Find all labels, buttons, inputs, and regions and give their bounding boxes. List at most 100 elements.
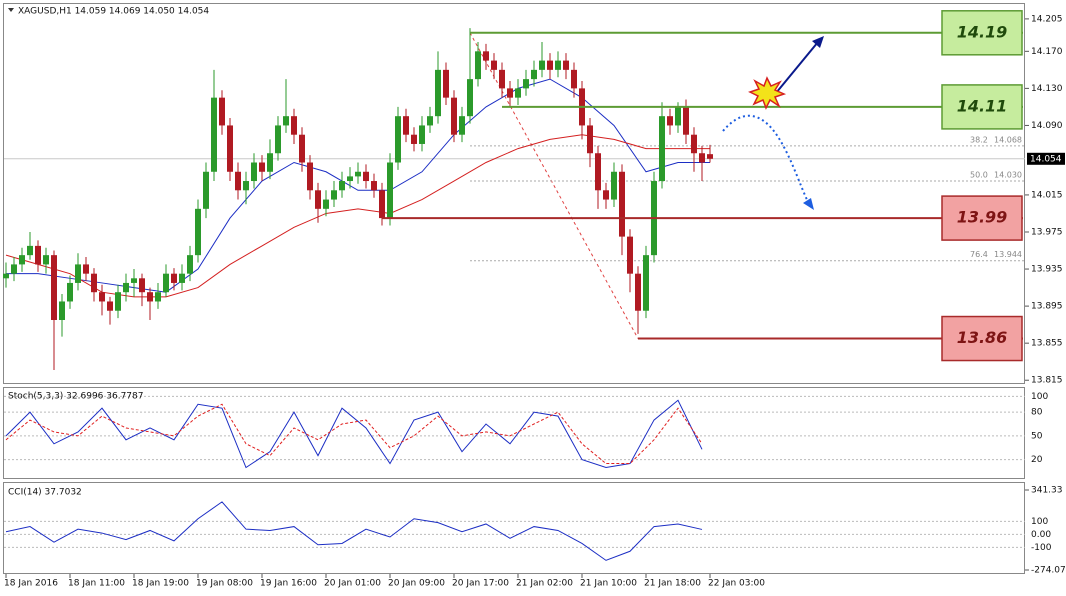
candle-body <box>211 97 217 172</box>
x-tick-label: 18 Jan 11:00 <box>68 579 125 589</box>
menu-triangle <box>8 8 14 12</box>
candle-body <box>443 69 449 98</box>
candle-body <box>203 171 209 209</box>
candle-body <box>491 60 497 70</box>
candle-body <box>379 190 385 219</box>
candle-body <box>35 245 41 265</box>
candle-body <box>3 273 9 279</box>
candle-body <box>19 255 25 265</box>
candle-body <box>163 273 169 293</box>
candle-body <box>627 236 633 274</box>
cci-title: CCI(14) 37.7032 <box>8 488 82 498</box>
down-arrow-head <box>803 198 814 210</box>
candle-body <box>131 278 137 283</box>
candle-body <box>659 116 665 182</box>
candle-body <box>323 199 329 209</box>
candle-body <box>227 125 233 172</box>
y-tick-label: 13.815 <box>1031 376 1063 386</box>
candle-body <box>51 255 57 320</box>
fib-trendline <box>469 32 639 339</box>
candle-body <box>195 208 201 256</box>
candle-body <box>315 190 321 209</box>
candle-body <box>283 116 289 126</box>
candle-body <box>643 255 649 311</box>
candle-body <box>675 106 681 126</box>
candle-body <box>483 51 489 61</box>
x-tick-label: 19 Jan 08:00 <box>196 579 253 589</box>
candle-body <box>27 245 33 256</box>
fib-price: 14.030 <box>994 171 1022 180</box>
candle-body <box>235 171 241 191</box>
x-tick-label: 22 Jan 03:00 <box>708 579 765 589</box>
candle-body <box>403 116 409 135</box>
x-tick-label: 20 Jan 09:00 <box>388 579 445 589</box>
y-tick-label: 80 <box>1031 408 1043 418</box>
candle-body <box>667 116 673 126</box>
fib-ratio: 50.0 <box>970 171 988 180</box>
candle-body <box>179 273 185 283</box>
candle-body <box>587 125 593 154</box>
candle-body <box>451 97 457 135</box>
candle-body <box>243 181 249 191</box>
y-tick-label: -100 <box>1031 543 1052 553</box>
level-box <box>941 195 1023 241</box>
candle-body <box>419 125 425 144</box>
indicator-line <box>5 403 703 465</box>
explosion-icon <box>748 76 787 110</box>
level-box <box>941 10 1023 56</box>
candle-body <box>155 292 161 302</box>
up-arrow-head <box>812 36 824 48</box>
candle-body <box>67 282 73 302</box>
candle-body <box>427 116 433 126</box>
candle-body <box>475 51 481 80</box>
indicator-line <box>5 399 703 469</box>
x-tick-label: 19 Jan 16:00 <box>260 579 317 589</box>
y-tick-label: 100 <box>1031 517 1048 527</box>
candle-body <box>467 79 473 117</box>
current-price-label: 14.054 <box>1030 154 1062 164</box>
x-tick-label: 20 Jan 01:00 <box>324 579 381 589</box>
y-tick-label: -274.071 <box>1031 566 1066 576</box>
y-tick-label: 14.170 <box>1031 47 1063 57</box>
candle-body <box>115 292 121 311</box>
candle-body <box>291 116 297 135</box>
y-tick-label: 13.855 <box>1031 339 1063 349</box>
candle-body <box>251 162 257 182</box>
candle-body <box>411 134 417 144</box>
candle-body <box>219 97 225 126</box>
candle-body <box>91 273 97 293</box>
candle-body <box>171 273 177 283</box>
candle-body <box>395 116 401 163</box>
candle-body <box>147 292 153 302</box>
candle-body <box>43 255 49 265</box>
cci-panel <box>3 482 1025 574</box>
fib-price: 14.068 <box>994 135 1022 144</box>
y-tick-label: 341.33 <box>1031 486 1063 496</box>
candle-body <box>683 106 689 135</box>
y-tick-label: 14.015 <box>1031 190 1063 200</box>
candle-body <box>11 264 17 274</box>
y-tick-label: 50 <box>1031 431 1043 441</box>
candle-body <box>515 88 521 98</box>
up-arrow <box>775 41 819 94</box>
candle-body <box>299 134 305 163</box>
candle-body <box>339 181 345 191</box>
candle-body <box>699 153 705 163</box>
candle-body <box>307 162 313 191</box>
plot: 14.205 14.170 14.130 14.090 14.015 13.975 13.9… <box>3 10 1066 589</box>
candle-body <box>619 171 625 237</box>
candle-body <box>691 134 697 154</box>
y-tick-label: 100 <box>1031 392 1048 402</box>
y-tick-label: 13.975 <box>1031 227 1063 237</box>
candle-body <box>547 60 553 70</box>
candle-body <box>531 69 537 80</box>
candle-body <box>459 116 465 135</box>
candle-body <box>611 171 617 200</box>
candle-body <box>603 190 609 200</box>
y-tick-label: 0.00 <box>1031 530 1051 540</box>
y-tick-label: 13.935 <box>1031 265 1063 275</box>
x-tick-label: 21 Jan 02:00 <box>516 579 573 589</box>
down-path <box>722 114 809 203</box>
